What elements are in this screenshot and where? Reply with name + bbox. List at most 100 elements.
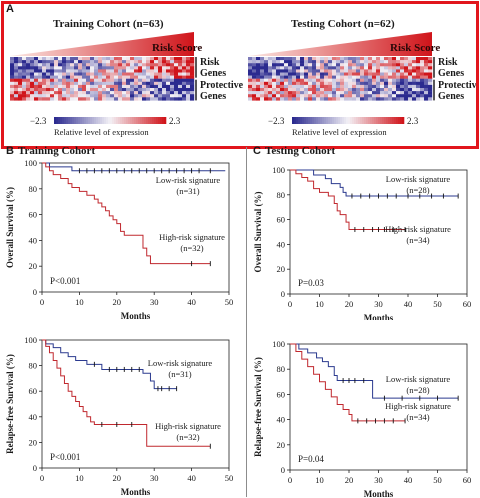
training-heatmap-cell [110, 60, 115, 64]
testing-heatmap-cell [320, 91, 325, 95]
training-heatmap-cell [22, 72, 27, 76]
training-heatmap-cell [170, 72, 175, 76]
x-axis-label: Months [121, 487, 151, 497]
testing-heatmap-cell [416, 97, 421, 101]
training-heatmap-cell [118, 94, 123, 98]
testing-heatmap-cell [332, 91, 337, 95]
testing-heatmap-cell [380, 60, 385, 64]
y-tick-label: 20 [277, 264, 286, 274]
testing-heatmap-cell [408, 84, 413, 89]
training-heatmap-cell [146, 91, 151, 95]
testing-heatmap-cell [252, 97, 257, 101]
training-heatmap-cell [170, 81, 175, 86]
testing-heatmap-cell [368, 69, 373, 73]
training-heatmap-cell [102, 88, 107, 92]
training-scale-swatch [68, 117, 71, 124]
testing-heatmap-cell [248, 75, 253, 79]
testing-heatmap-cell [396, 94, 401, 98]
training-heatmap-cell [66, 72, 71, 76]
training-heatmap-cell [114, 69, 119, 73]
testing-heatmap-cell [408, 91, 413, 95]
training-heatmap-cell [38, 69, 43, 73]
testing-heatmap-cell [252, 72, 257, 76]
training-heatmap-cell [130, 60, 135, 64]
training-heatmap-cell [102, 66, 107, 70]
testing-heatmap-cell [392, 66, 397, 70]
testing-heatmap-cell [364, 72, 369, 76]
testing-heatmap-cell [392, 81, 397, 86]
testing-heatmap-cell [344, 72, 349, 76]
testing-scale-swatch [398, 117, 401, 124]
testing-heatmap-cell [340, 84, 345, 89]
training-heatmap-cell [122, 75, 127, 79]
training-heatmap-cell [66, 88, 71, 92]
testing-heatmap-cell [348, 72, 353, 76]
testing-scale-swatch [396, 117, 399, 124]
training-heatmap-cell [126, 94, 131, 98]
testing-heatmap-cell [392, 84, 397, 89]
training-heatmap-cell [82, 57, 87, 61]
testing-heatmap-cell [328, 60, 333, 64]
training-heatmap-cell [14, 75, 19, 79]
training-heatmap-cell [66, 94, 71, 98]
testing-heatmap-cell [280, 94, 285, 98]
testing-heatmap-cell [380, 66, 385, 70]
testing-heatmap-cell [332, 60, 337, 64]
high-risk-series-count: (n=32) [176, 432, 199, 442]
training-heatmap-cell [134, 81, 139, 86]
training-heatmap-cell [158, 57, 163, 61]
testing-heatmap-cell [324, 75, 329, 79]
testing-heatmap-cell [388, 97, 393, 101]
low-risk-survival-curve [42, 162, 226, 172]
training-heatmap-cell [26, 81, 31, 86]
testing-risk-score-wedge [248, 32, 432, 56]
y-tick-label: 20 [29, 437, 38, 447]
training-heatmap-cell [150, 84, 155, 89]
training-heatmap-cell [94, 72, 99, 76]
testing-heatmap-cell [252, 60, 257, 64]
training-heatmap-cell [30, 81, 35, 86]
testing-heatmap-cell [428, 63, 433, 67]
training-heatmap-cell [154, 63, 159, 67]
training-heatmap-cell [118, 97, 123, 101]
training-heatmap-cell [74, 97, 79, 101]
testing-scale-swatch [310, 117, 313, 124]
testing-heatmap-cell [336, 94, 341, 98]
testing-heatmap-cell [344, 63, 349, 67]
training-heatmap-cell [142, 57, 147, 61]
training-heatmap-cell [146, 97, 151, 101]
testing-heatmap-cell [288, 91, 293, 95]
training-heatmap-cell [182, 88, 187, 92]
training-heatmap-cell [86, 63, 91, 67]
training-heatmap-cell [102, 81, 107, 86]
training-heatmap-cell [118, 88, 123, 92]
testing-heatmap-cell [380, 97, 385, 101]
training-heatmap-cell [58, 94, 63, 98]
testing-heatmap-cell [276, 69, 281, 73]
testing-heatmap-cell [252, 91, 257, 95]
testing-heatmap-cell [284, 88, 289, 92]
training-heatmap-cell [10, 78, 15, 82]
training-scale-swatch [126, 117, 129, 124]
training-heatmap-cell [138, 97, 143, 101]
training-heatmap-cell [154, 88, 159, 92]
training-heatmap-cell [46, 88, 51, 92]
training-heatmap-cell [142, 88, 147, 92]
training-heatmap-cell [54, 72, 59, 76]
training-heatmap-cell [154, 78, 159, 82]
testing-heatmap-cell [260, 63, 265, 67]
training-heatmap-cell [66, 91, 71, 95]
testing-heatmap-cell [412, 91, 417, 95]
testing-heatmap-cell [404, 72, 409, 76]
training-heatmap-cell [150, 60, 155, 64]
high-risk-survival-curve [290, 343, 406, 422]
testing-heatmap-cell [332, 97, 337, 101]
training-heatmap-cell [122, 72, 127, 76]
training-heatmap-cell [46, 81, 51, 86]
training-heatmap-cell [130, 91, 135, 95]
testing-risk-score-label: Risk Score [390, 42, 440, 54]
testing-heatmap-cell [312, 84, 317, 89]
testing-scale-swatch [374, 117, 377, 124]
testing-scale-swatch [314, 117, 317, 124]
training-heatmap-cell [190, 57, 195, 61]
